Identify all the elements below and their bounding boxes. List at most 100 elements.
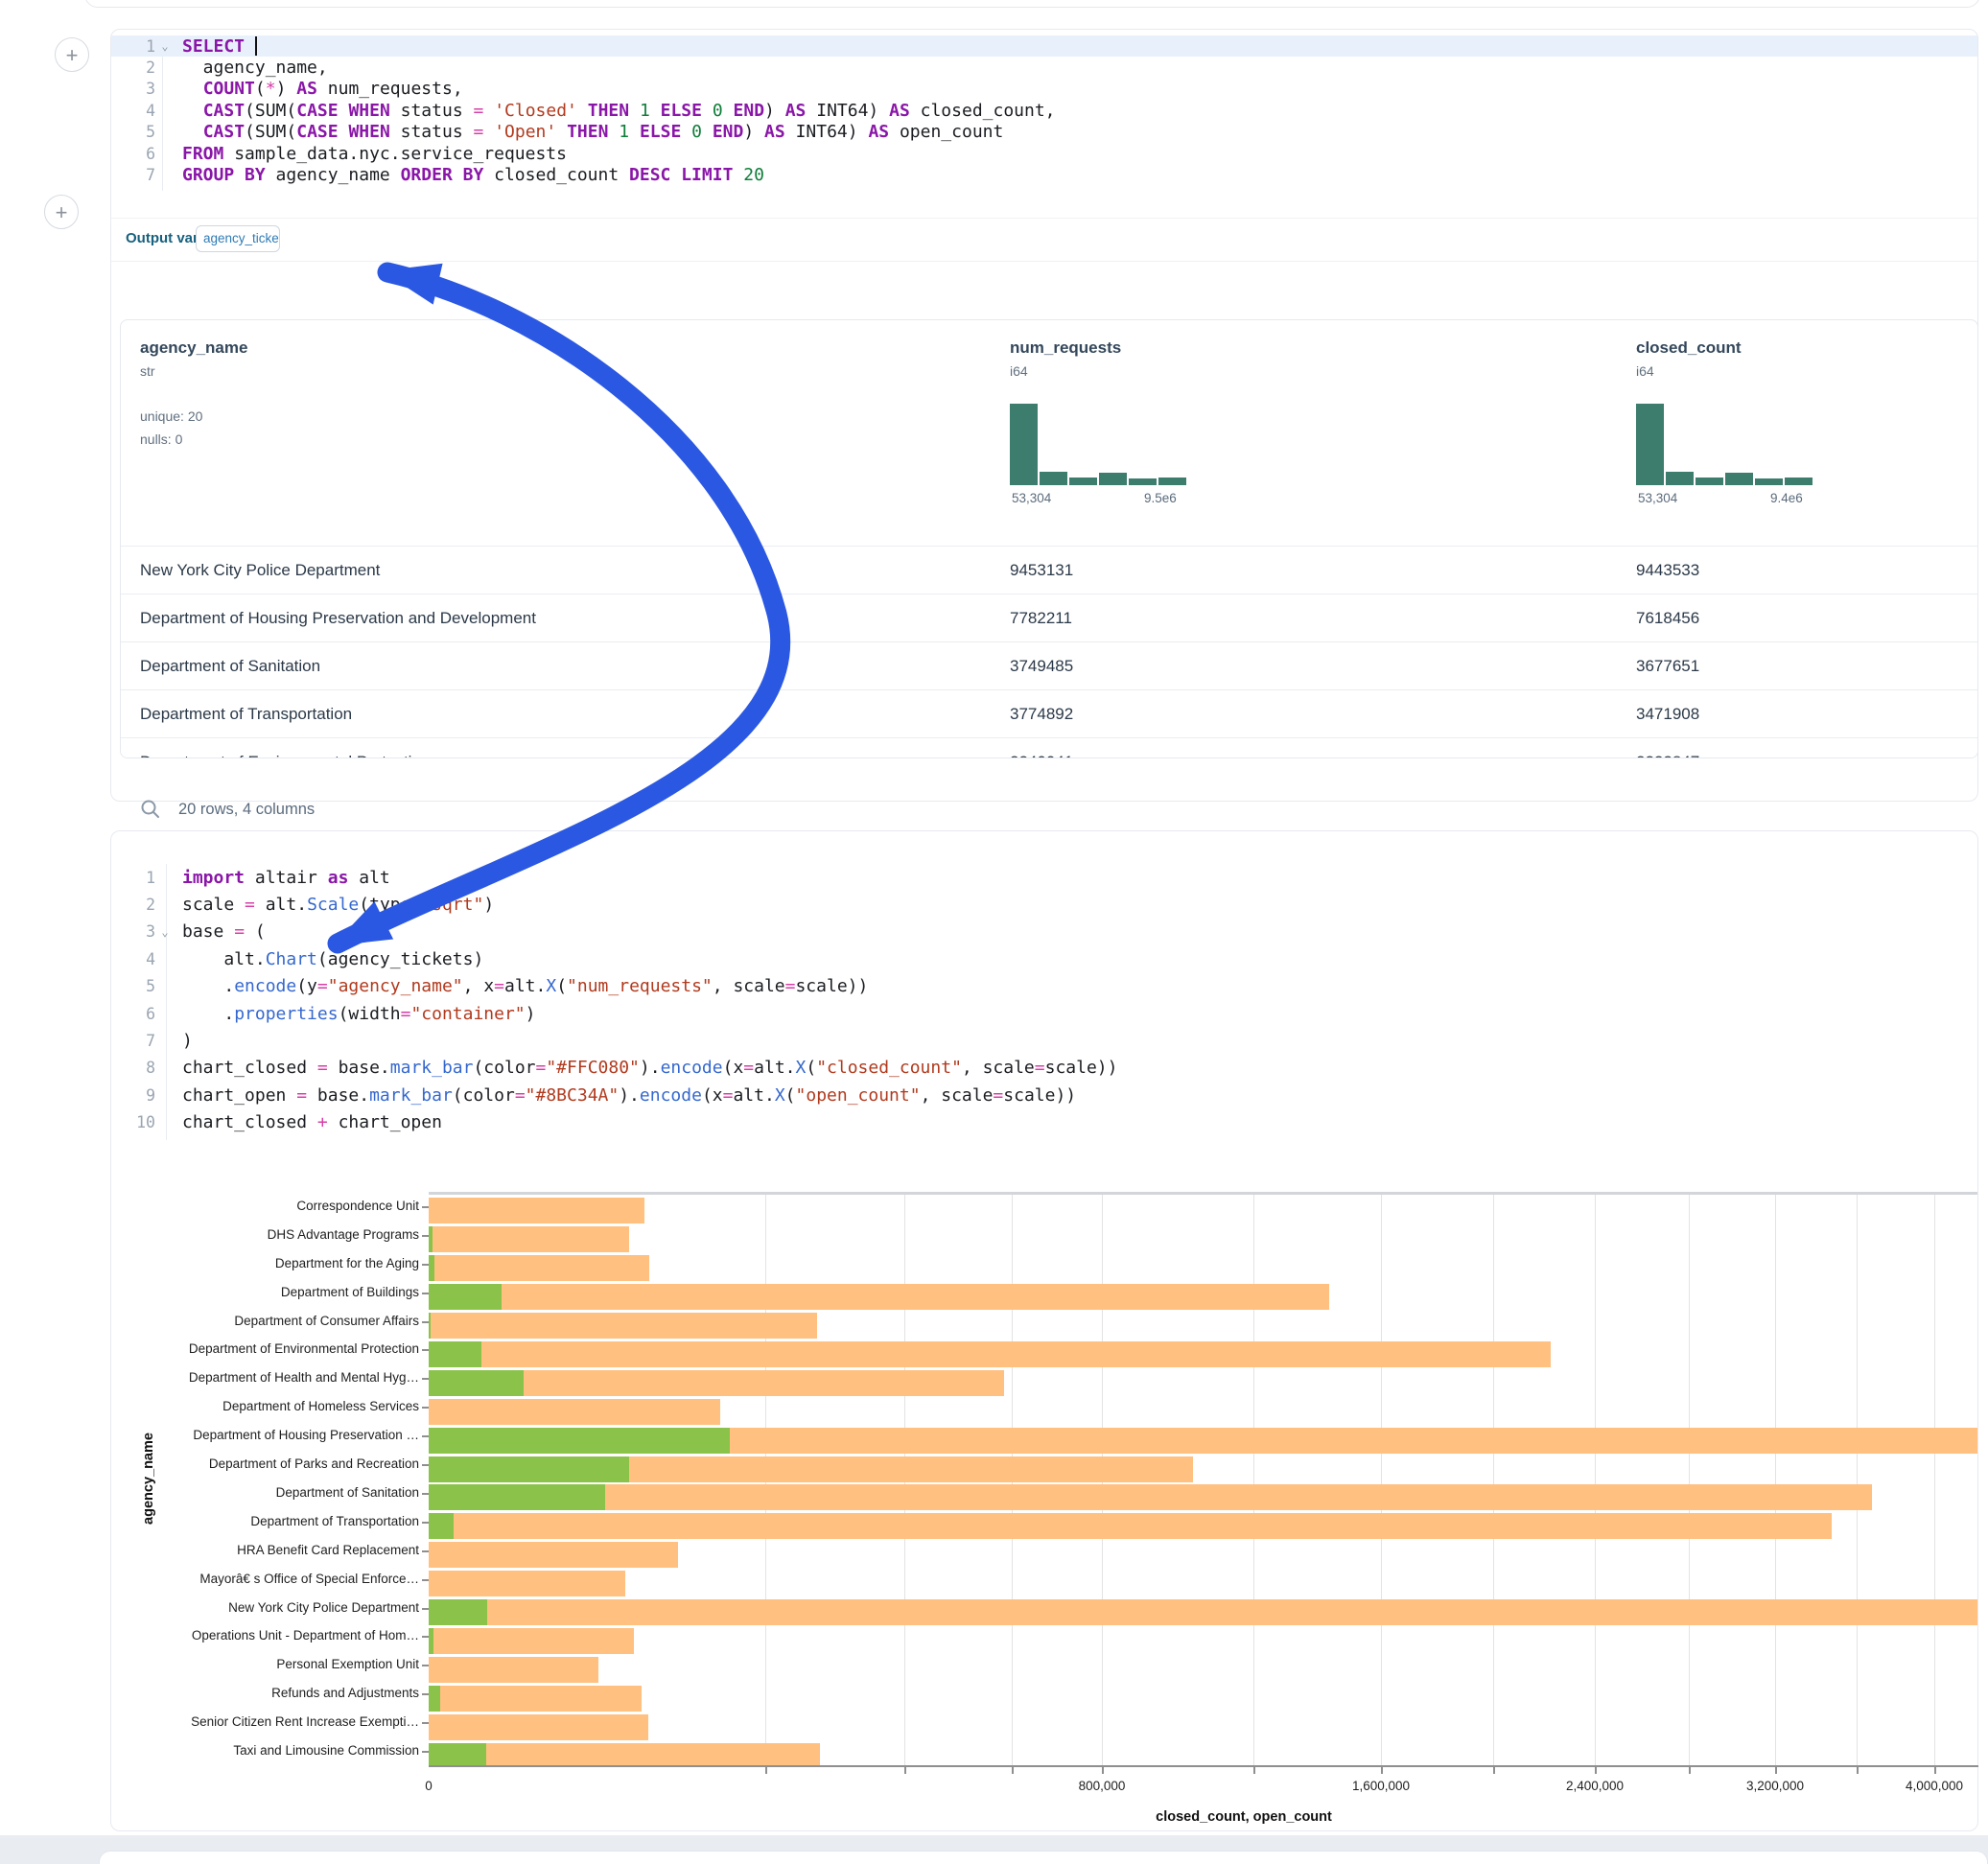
x-axis-tick <box>1857 1767 1859 1774</box>
column-type: i64 <box>1636 358 1978 379</box>
open-count-bar <box>429 1313 431 1339</box>
code-text: alt.Chart(agency_tickets) <box>175 949 483 969</box>
table-cell-closed-count: 9443533 <box>1636 547 1699 594</box>
code-text: base = ( <box>175 921 266 942</box>
add-cell-button-top[interactable]: + <box>55 37 89 72</box>
histogram-max-label: 9.5e6 <box>1144 491 1177 505</box>
y-axis-tick <box>422 1608 429 1610</box>
closed-count-bar <box>429 1542 678 1568</box>
y-axis-label: Department of Buildings <box>110 1285 419 1300</box>
closed-count-bar <box>429 1599 1977 1625</box>
column-header-agency-name: agency_name str unique: 20nulls: 0 <box>140 320 677 379</box>
code-line: 3 COUNT(*) AS num_requests, <box>111 79 1977 100</box>
code-text: FROM sample_data.nyc.service_requests <box>175 144 567 164</box>
table-cell-agency-name: New York City Police Department <box>140 547 380 594</box>
closed-count-bar <box>429 1313 817 1339</box>
y-axis-label: Personal Exemption Unit <box>110 1657 419 1672</box>
y-axis-label: Refunds and Adjustments <box>110 1686 419 1701</box>
fold-chevron-icon[interactable]: ⌄ <box>155 39 175 53</box>
x-axis-title: closed_count, open_count <box>1156 1809 1332 1825</box>
y-axis-tick <box>422 1293 429 1294</box>
table-cell-agency-name: Department of Transportation <box>140 690 352 738</box>
closed-count-bar <box>429 1571 625 1596</box>
line-number: 7 <box>111 166 155 184</box>
histogram-num-requests <box>1010 404 1186 485</box>
python-code-editor[interactable]: 1 import altair as alt 2scale = alt.Scale(… <box>111 831 1977 1136</box>
gridline <box>1857 1195 1858 1765</box>
open-count-bar <box>429 1456 629 1482</box>
histogram-bar <box>1666 472 1694 485</box>
column-name: num_requests <box>1010 320 1393 358</box>
gridline <box>1934 1195 1935 1765</box>
code-text: chart_open = base.mark_bar(color="#8BC34… <box>175 1085 1076 1106</box>
open-count-bar <box>429 1226 433 1252</box>
code-text: import altair as alt <box>175 868 390 888</box>
closed-count-bar <box>429 1743 820 1765</box>
fold-chevron-icon[interactable]: ⌄ <box>155 925 175 939</box>
y-axis-label: Operations Unit - Department of Hom… <box>110 1628 419 1643</box>
histogram-bar <box>1010 404 1038 485</box>
table-row: Department of Housing Preservation and D… <box>121 594 1978 641</box>
previous-cell-edge <box>84 0 1980 8</box>
table-row: Department of Environmental Protection22… <box>121 737 1978 758</box>
output-variable-pill[interactable]: agency_tickets <box>196 225 280 252</box>
code-text: chart_closed = base.mark_bar(color="#FFC… <box>175 1058 1117 1078</box>
line-number: 1 <box>111 869 155 887</box>
y-axis-tick <box>422 1722 429 1724</box>
code-line: 5 .encode(y="agency_name", x=alt.X("num_… <box>111 973 1977 1000</box>
line-number: 3 <box>111 80 155 98</box>
y-axis-tick <box>422 1264 429 1266</box>
closed-count-bar <box>429 1226 629 1252</box>
table-cell-num-requests: 3774892 <box>1010 690 1073 738</box>
table-cell-closed-count: 7618456 <box>1636 594 1699 642</box>
closed-count-bar <box>429 1657 598 1683</box>
y-axis-tick <box>422 1464 429 1466</box>
y-axis-tick <box>422 1407 429 1409</box>
open-count-bar <box>429 1370 524 1396</box>
line-number: 1 <box>111 37 155 56</box>
histogram-bar <box>1755 478 1783 485</box>
line-number: 4 <box>111 102 155 120</box>
code-line: 2scale = alt.Scale(type="sqrt") <box>111 891 1977 918</box>
y-axis-tick <box>422 1349 429 1351</box>
code-text: scale = alt.Scale(type="sqrt") <box>175 895 494 915</box>
histogram-min-label: 53,304 <box>1012 491 1051 505</box>
table-cell-num-requests: 9453131 <box>1010 547 1073 594</box>
gridline <box>1689 1195 1690 1765</box>
line-number: 3 <box>111 922 155 941</box>
sql-code-editor[interactable]: 1⌄SELECT 2 agency_name,3 COUNT(*) AS num… <box>111 30 1977 186</box>
closed-count-bar <box>429 1255 649 1281</box>
table-cell-agency-name: Department of Housing Preservation and D… <box>140 594 536 642</box>
y-axis-tick <box>422 1665 429 1666</box>
y-axis-tick <box>422 1751 429 1753</box>
table-cell-closed-count: 3471908 <box>1636 690 1699 738</box>
code-text: chart_closed + chart_open <box>175 1112 442 1132</box>
closed-count-bar <box>429 1341 1551 1367</box>
search-icon[interactable] <box>140 799 161 820</box>
code-line: 10chart_closed + chart_open <box>111 1109 1977 1136</box>
code-line: 2 agency_name, <box>111 57 1977 78</box>
code-text: COUNT(*) AS num_requests, <box>175 79 463 99</box>
y-axis-label: DHS Advantage Programs <box>110 1227 419 1243</box>
column-stats: unique: 20nulls: 0 <box>140 405 202 451</box>
table-row: Department of Sanitation37494853677651 <box>121 641 1978 689</box>
y-axis-tick <box>422 1636 429 1638</box>
line-number: 5 <box>111 123 155 141</box>
gridline <box>1595 1195 1596 1765</box>
y-axis-tick <box>422 1206 429 1208</box>
histogram-bar <box>1158 478 1186 485</box>
dataframe-preview-table: agency_name str unique: 20nulls: 0 num_r… <box>120 319 1978 758</box>
open-count-bar <box>429 1628 433 1654</box>
column-stat: unique: 20 <box>140 405 202 428</box>
code-line: 7) <box>111 1027 1977 1054</box>
text-cursor <box>255 36 257 56</box>
x-axis-tick <box>1493 1767 1495 1774</box>
add-cell-button-below-sql[interactable]: + <box>44 195 79 229</box>
x-axis-tick <box>1595 1767 1597 1774</box>
y-axis-tick <box>422 1378 429 1380</box>
x-axis-tick-label: 2,400,000 <box>1566 1779 1624 1793</box>
code-line: 1⌄SELECT <box>111 35 1977 57</box>
line-number: 4 <box>111 950 155 968</box>
x-axis-tick-label: 0 <box>425 1779 433 1793</box>
table-row-count: 20 rows, 4 columns <box>178 801 315 819</box>
